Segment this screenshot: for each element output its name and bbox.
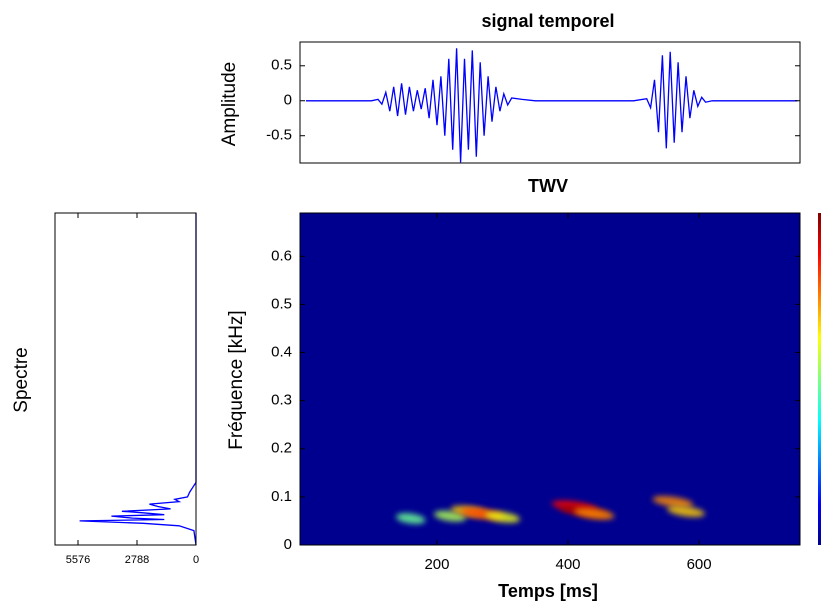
y-tick-label: 0.3: [271, 392, 292, 409]
energy-spot: [652, 495, 694, 508]
chart-title: signal temporel: [481, 11, 614, 31]
chart-title: TWV: [528, 176, 568, 196]
y-tick-label: 0.6: [271, 247, 292, 264]
energy-spot: [396, 513, 426, 524]
x-tick-label: 0: [193, 554, 199, 566]
x-tick-label: 5576: [66, 554, 90, 566]
y-tick-label: 0: [284, 92, 292, 109]
energy-spot: [667, 505, 705, 517]
colorbar: [818, 213, 821, 545]
y-axis-label: Spectre: [11, 347, 32, 412]
y-axis-label: Amplitude: [219, 62, 240, 147]
plot-frame: [299, 212, 801, 546]
y-tick-label: 0.5: [271, 57, 292, 74]
x-tick-label: 600: [687, 556, 712, 573]
x-tick-label: 2788: [125, 554, 149, 566]
y-tick-label: -0.5: [266, 127, 292, 144]
y-tick-label: 0.2: [271, 440, 292, 457]
x-tick-label: 200: [424, 556, 449, 573]
data-line: [305, 48, 798, 163]
x-axis-label: Temps [ms]: [498, 581, 598, 601]
y-tick-label: 0.4: [271, 344, 292, 361]
x-tick-label: 400: [556, 556, 581, 573]
y-axis-label: Fréquence [kHz]: [226, 310, 247, 449]
plot-frame: [54, 212, 197, 546]
y-tick-label: 0: [284, 536, 292, 553]
energy-spot: [574, 508, 615, 520]
plot-frame: [299, 41, 801, 164]
energy-spot: [485, 511, 520, 523]
data-line: [79, 213, 197, 546]
y-tick-label: 0.1: [271, 488, 292, 505]
heatmap-background: [300, 213, 800, 545]
y-tick-label: 0.5: [271, 295, 292, 312]
